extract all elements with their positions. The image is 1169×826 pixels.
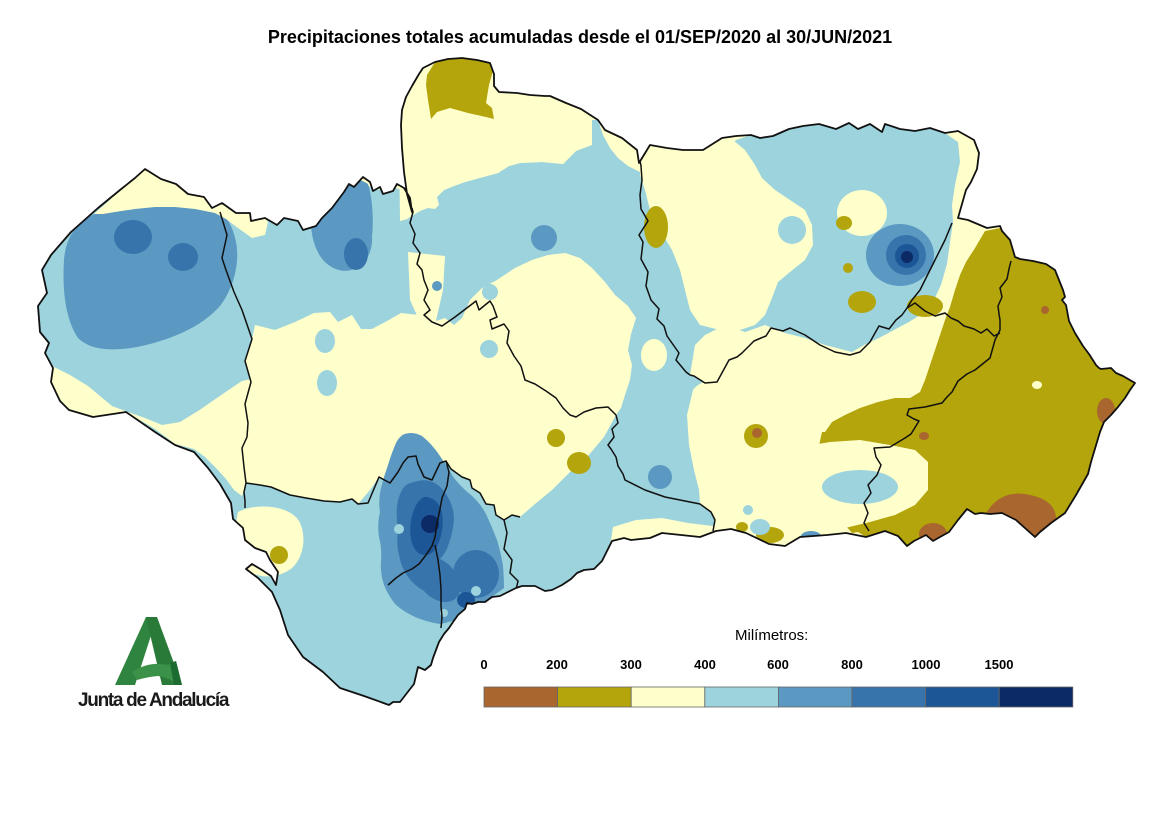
svg-text:200: 200 <box>546 657 568 672</box>
svg-text:300: 300 <box>620 657 642 672</box>
svg-text:Junta de Andalucía: Junta de Andalucía <box>78 690 230 711</box>
svg-text:800: 800 <box>841 657 863 672</box>
svg-text:1000: 1000 <box>912 657 941 672</box>
svg-text:0: 0 <box>480 657 487 672</box>
svg-text:600: 600 <box>767 657 789 672</box>
svg-text:400: 400 <box>694 657 716 672</box>
svg-text:1500: 1500 <box>985 657 1014 672</box>
svg-text:Precipitaciones totales acumul: Precipitaciones totales acumuladas desde… <box>268 27 892 47</box>
svg-text:Milímetros:: Milímetros: <box>735 627 808 644</box>
